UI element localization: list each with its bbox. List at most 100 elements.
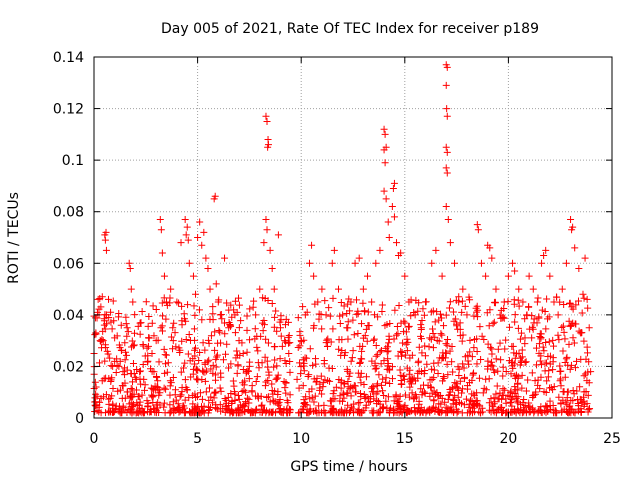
data-point (476, 323, 484, 331)
data-point (279, 409, 287, 417)
data-point (238, 387, 246, 395)
data-point (569, 386, 577, 394)
data-point (398, 349, 406, 357)
data-point (350, 331, 358, 339)
data-point (388, 375, 396, 383)
data-point (249, 303, 257, 311)
data-point (461, 353, 469, 361)
x-tick-label: 5 (193, 431, 202, 447)
data-point (376, 348, 384, 356)
data-point (354, 310, 362, 318)
data-point (120, 364, 128, 372)
data-point (185, 394, 193, 402)
data-point (366, 398, 374, 406)
data-point (356, 358, 364, 366)
data-point (200, 228, 208, 236)
data-point (562, 398, 570, 406)
data-point (380, 146, 388, 154)
data-point (272, 307, 280, 315)
data-point (223, 340, 231, 348)
data-point (455, 365, 463, 373)
data-point (230, 382, 238, 390)
data-point (209, 369, 217, 377)
data-point (492, 390, 500, 398)
data-point (166, 391, 174, 399)
data-point (530, 409, 538, 417)
data-point (286, 408, 294, 416)
data-point (526, 325, 534, 333)
data-point (384, 359, 392, 367)
data-point (470, 344, 478, 352)
data-point (310, 272, 318, 280)
data-point (345, 295, 353, 303)
data-point (508, 358, 516, 366)
data-point (160, 345, 168, 353)
data-point (430, 359, 438, 367)
data-point (225, 306, 233, 314)
data-point (276, 396, 284, 404)
data-point (465, 293, 473, 301)
data-point (443, 169, 451, 177)
data-point (374, 388, 382, 396)
data-point (403, 347, 411, 355)
data-point (566, 300, 574, 308)
data-point (499, 372, 507, 380)
data-point (183, 223, 191, 231)
data-point (559, 322, 567, 330)
data-point (141, 381, 149, 389)
data-point (191, 404, 199, 412)
data-point (361, 332, 369, 340)
data-point (407, 377, 415, 385)
data-point (538, 259, 546, 267)
data-point (94, 295, 102, 303)
data-point (364, 272, 372, 280)
data-point (446, 298, 454, 306)
data-point (435, 408, 443, 416)
data-point (313, 374, 321, 382)
data-point (315, 402, 323, 410)
data-point (296, 359, 304, 367)
data-point (583, 377, 591, 385)
data-point (417, 332, 425, 340)
data-point (525, 272, 533, 280)
data-point (191, 336, 199, 344)
data-point (111, 357, 119, 365)
data-point (571, 409, 579, 417)
data-point (258, 401, 266, 409)
data-point (163, 298, 171, 306)
data-point (437, 310, 445, 318)
data-point (486, 244, 494, 252)
data-point (384, 218, 392, 226)
data-point (410, 404, 418, 412)
data-point (563, 353, 571, 361)
data-point (448, 343, 456, 351)
data-point (255, 364, 263, 372)
data-point (210, 394, 218, 402)
data-point (379, 375, 387, 383)
data-point (431, 333, 439, 341)
data-point (421, 342, 429, 350)
y-tick-label: 0.06 (53, 256, 84, 272)
data-point (336, 312, 344, 320)
data-point (405, 322, 413, 330)
data-point (566, 365, 574, 373)
data-point (216, 401, 224, 409)
data-point (451, 259, 459, 267)
data-point (105, 295, 113, 303)
data-point (221, 254, 229, 262)
data-point (465, 360, 473, 368)
data-point (143, 344, 151, 352)
data-point (571, 364, 579, 372)
data-point (136, 330, 144, 338)
data-point (433, 389, 441, 397)
data-point (187, 373, 195, 381)
data-point (404, 338, 412, 346)
data-point (110, 317, 118, 325)
data-point (107, 308, 115, 316)
data-point (383, 365, 391, 373)
data-point (177, 391, 185, 399)
data-point (511, 318, 519, 326)
data-point (148, 391, 156, 399)
data-point (575, 264, 583, 272)
data-point (437, 314, 445, 322)
